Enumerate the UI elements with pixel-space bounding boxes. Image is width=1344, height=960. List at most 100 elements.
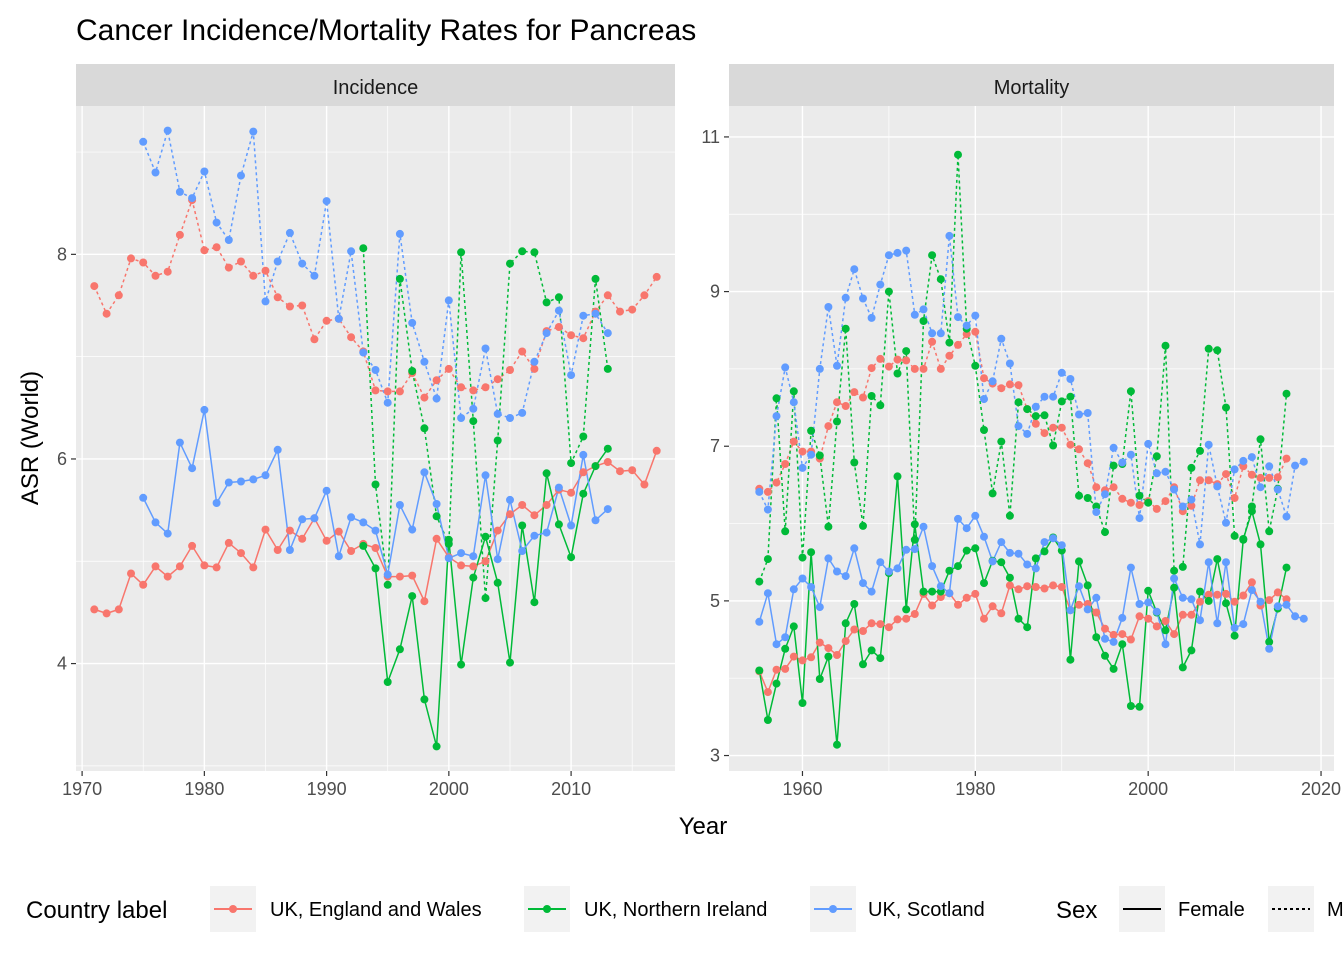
mortality-uk-england-and-wales-female-point [1092, 608, 1101, 617]
mortality-uk-scotland-female-point [1178, 593, 1187, 602]
incidence-uk-scotland-female-point [554, 483, 563, 492]
mortality-uk-scotland-male-point [1005, 359, 1014, 368]
mortality-uk-scotland-female-point [971, 511, 980, 520]
mortality-uk-scotland-female-point [1161, 640, 1170, 649]
mortality-uk-england-and-wales-female-point [772, 665, 781, 674]
mortality-uk-scotland-female-point [1092, 593, 1101, 602]
mortality-uk-northern-ireland-male-point [1101, 528, 1109, 537]
incidence-uk-northern-ireland-male-point [567, 459, 576, 468]
incidence-uk-scotland-male-point [151, 168, 160, 177]
incidence-uk-scotland-female-point [444, 554, 453, 563]
mortality-uk-england-and-wales-female-point [1005, 581, 1014, 590]
mortality-uk-england-and-wales-male-point [824, 422, 833, 431]
incidence-uk-scotland-female-point [261, 471, 270, 480]
mortality-uk-northern-ireland-male-point [824, 522, 833, 531]
incidence-tick-label-y: 6 [57, 449, 67, 469]
mortality-uk-northern-ireland-male-point [1187, 463, 1196, 472]
incidence-uk-england-and-wales-female-point [188, 541, 197, 550]
incidence-uk-england-and-wales-male-point [90, 282, 99, 291]
incidence-uk-england-and-wales-female-point [249, 563, 258, 572]
incidence-uk-england-and-wales-male-point [224, 263, 233, 272]
mortality-uk-northern-ireland-female-point [1014, 614, 1023, 623]
mortality-uk-scotland-male-point [1222, 518, 1230, 527]
mortality-uk-northern-ireland-male-point [1230, 531, 1239, 540]
incidence-uk-scotland-male-point [383, 398, 392, 407]
mortality-uk-northern-ireland-male-point [902, 347, 911, 356]
mortality-uk-scotland-female-point [1014, 549, 1023, 558]
mortality-uk-scotland-male-line [758, 235, 1305, 545]
incidence-uk-england-and-wales-female-point [420, 597, 429, 606]
mortality-uk-england-and-wales-male-point [919, 364, 928, 373]
mortality-uk-northern-ireland-female-point [893, 472, 902, 481]
mortality-uk-england-and-wales-female-point [859, 627, 867, 635]
incidence-uk-northern-ireland-female-point [542, 469, 551, 478]
mortality-uk-scotland-female-point [962, 524, 971, 533]
incidence-uk-northern-ireland-male-point [481, 594, 490, 603]
incidence-uk-england-and-wales-male-point [347, 333, 356, 342]
incidence-uk-england-and-wales-male-point [616, 307, 624, 316]
mortality-uk-england-and-wales-male-point [997, 384, 1006, 393]
incidence-uk-scotland-male-point [591, 309, 600, 318]
mortality-uk-england-and-wales-male-point [1161, 497, 1170, 506]
incidence-uk-england-and-wales-female-point [322, 536, 331, 545]
mortality-uk-scotland-male-point [945, 231, 954, 240]
mortality-uk-northern-ireland-male-point [772, 394, 781, 403]
incidence-uk-scotland-female-point [408, 525, 417, 534]
incidence-uk-scotland-male-point [322, 197, 331, 206]
mortality-uk-northern-ireland-male-point [1196, 446, 1204, 455]
incidence-uk-scotland-female-point [481, 471, 490, 480]
incidence-uk-northern-ireland-male-point [603, 364, 612, 373]
mortality-uk-england-and-wales-male-point [876, 354, 885, 363]
incidence-uk-england-and-wales-female-point [493, 526, 502, 535]
incidence-strip [76, 64, 675, 106]
incidence-uk-england-and-wales-female-point [224, 538, 233, 547]
mortality-uk-northern-ireland-female-point [867, 646, 876, 655]
incidence-uk-scotland-female-point [322, 486, 331, 495]
incidence-uk-scotland-male-point [212, 218, 221, 227]
mortality-uk-scotland-male-point [936, 329, 945, 338]
mortality-panel: Mortality 1960 1980 2000 2020 3 5 7 9 11 [701, 64, 1341, 799]
mortality-uk-northern-ireland-female-point [1282, 563, 1291, 572]
incidence-uk-england-and-wales-male-point [139, 258, 148, 267]
incidence-uk-northern-ireland-male-point [395, 274, 404, 283]
mortality-uk-northern-ireland-female-point [928, 587, 937, 596]
mortality-uk-england-and-wales-female-point [910, 610, 919, 618]
incidence-uk-northern-ireland-female-point [395, 645, 404, 654]
incidence-uk-england-and-wales-male-point [163, 267, 172, 276]
mortality-uk-england-and-wales-male-point [1040, 429, 1049, 438]
mortality-uk-england-and-wales-male-point [1083, 459, 1092, 468]
incidence-uk-england-and-wales-female-point [395, 572, 404, 581]
mortality-uk-northern-ireland-female-point [919, 587, 928, 596]
mortality-uk-northern-ireland-female-point [1126, 702, 1135, 710]
legend-label-scotland: UK, Scotland [868, 899, 985, 921]
mortality-uk-scotland-male-point [919, 305, 928, 314]
incidence-panel-background [76, 106, 675, 771]
mortality-uk-northern-ireland-male-point [919, 317, 928, 325]
mortality-uk-england-and-wales-female-point [1126, 635, 1135, 644]
mortality-uk-scotland-female-point [945, 589, 954, 598]
mortality-uk-scotland-male-point [980, 395, 988, 404]
incidence-uk-scotland-female-point [298, 515, 307, 524]
mortality-uk-england-and-wales-male-point [1031, 419, 1040, 428]
incidence-uk-england-and-wales-male-point [481, 383, 490, 392]
incidence-uk-england-and-wales-male-point [567, 331, 576, 340]
mortality-tick-label-x: 2020 [1301, 779, 1341, 799]
incidence-uk-england-and-wales-female-point [567, 488, 576, 497]
mortality-uk-england-and-wales-male-point [1222, 470, 1230, 479]
incidence-points [90, 126, 661, 751]
mortality-uk-england-and-wales-female-point [1014, 585, 1023, 594]
mortality-uk-northern-ireland-male-point [1213, 346, 1222, 355]
incidence-axes: 1970 1980 1990 2000 2010 4 6 8 [57, 244, 591, 799]
incidence-uk-england-and-wales-female-point [640, 480, 649, 489]
mortality-uk-scotland-female-point [1109, 637, 1118, 646]
mortality-uk-northern-ireland-female-point [997, 558, 1006, 567]
mortality-uk-scotland-male-point [876, 280, 885, 289]
incidence-uk-england-and-wales-male-point [518, 347, 527, 356]
mortality-uk-scotland-male-point [1196, 540, 1204, 549]
incidence-uk-england-and-wales-male-point [285, 302, 294, 311]
mortality-uk-england-and-wales-female-point [1178, 610, 1187, 619]
mortality-uk-scotland-male-point [1023, 429, 1032, 438]
mortality-uk-england-and-wales-female-point [1273, 588, 1282, 597]
mortality-uk-northern-ireland-male-point [789, 387, 798, 396]
incidence-uk-england-and-wales-female-point [506, 510, 514, 519]
